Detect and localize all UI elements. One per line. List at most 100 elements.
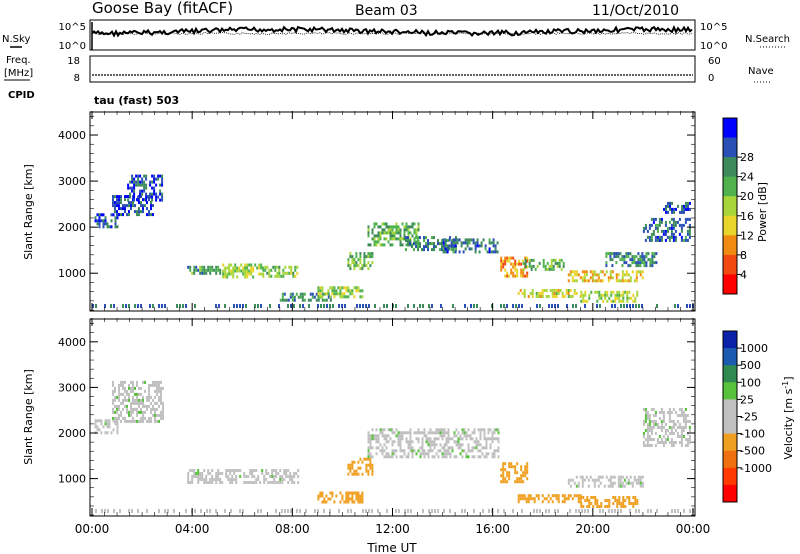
heatmap-cell-8 bbox=[599, 481, 602, 485]
heatmap-cell-ground bbox=[326, 304, 328, 308]
heatmap-cell-10 bbox=[682, 411, 685, 414]
heatmap-cell-18 bbox=[672, 238, 675, 242]
heatmap-cell-9 bbox=[395, 222, 398, 226]
heatmap-cell-13 bbox=[558, 264, 561, 268]
heatmap-cell-0 bbox=[94, 419, 97, 423]
heatmap-cell-12 bbox=[508, 259, 511, 263]
heatmap-cell-5 bbox=[467, 434, 470, 438]
heatmap-cell-8 bbox=[359, 252, 362, 256]
heatmap-cell-18 bbox=[664, 229, 667, 233]
heatmap-cell-11 bbox=[496, 241, 499, 245]
heatmap-cell-5 bbox=[266, 271, 269, 275]
heatmap-cell-5 bbox=[449, 452, 452, 456]
heatmap-cell-1 bbox=[132, 416, 134, 420]
heatmap-cell-5 bbox=[401, 455, 404, 459]
heatmap-cell-5 bbox=[268, 271, 271, 275]
heatmap-cell-11 bbox=[480, 244, 483, 248]
heatmap-cell-10 bbox=[654, 411, 657, 414]
heatmap-cell-ground bbox=[674, 304, 676, 308]
heatmap-cell-ground bbox=[614, 304, 616, 308]
heatmap-cell-ground bbox=[125, 304, 127, 308]
heatmap-cell-15 bbox=[623, 279, 626, 283]
heatmap-cell-2 bbox=[297, 481, 300, 484]
heatmap-cell-5 bbox=[461, 437, 464, 441]
heatmap-cell-ground bbox=[419, 304, 421, 308]
heatmap-cell-18 bbox=[670, 223, 673, 227]
heatmap-cell-1 bbox=[144, 389, 146, 393]
heatmap-cell-1 bbox=[130, 207, 132, 211]
heatmap-cell-9 bbox=[624, 499, 627, 502]
heatmap-cell-10 bbox=[423, 248, 425, 252]
heatmap-cell-10 bbox=[427, 242, 429, 246]
heatmap-cell-2 bbox=[187, 472, 190, 475]
heatmap-cell-17 bbox=[647, 258, 650, 262]
heatmap-cell-18 bbox=[670, 235, 673, 239]
heatmap-cell-18 bbox=[674, 223, 677, 227]
heatmap-cell-1 bbox=[120, 207, 122, 211]
heatmap-cell-2 bbox=[137, 198, 140, 202]
heatmap-cell-2 bbox=[235, 469, 238, 472]
heatmap-cell-5 bbox=[483, 434, 486, 438]
heatmap-cell-1 bbox=[114, 386, 116, 390]
heatmap-cell-17 bbox=[635, 261, 638, 265]
heatmap-cell-16 bbox=[622, 299, 625, 303]
heatmap-cell-5 bbox=[441, 437, 444, 441]
heatmap-cell-8 bbox=[587, 484, 590, 488]
heatmap-cell-5 bbox=[262, 274, 265, 278]
heatmap-cell-12 bbox=[520, 271, 523, 275]
heatmap-cell-17 bbox=[637, 258, 640, 262]
heatmap-cell-2 bbox=[137, 177, 140, 181]
heatmap-cell-7 bbox=[563, 500, 566, 504]
heatmap-cell-14 bbox=[553, 292, 556, 295]
heatmap-cell-16 bbox=[622, 296, 625, 300]
heatmap-cell-10 bbox=[658, 411, 661, 414]
heatmap-cell-2 bbox=[273, 478, 276, 481]
heatmap-cell-11 bbox=[496, 250, 499, 254]
heatmap-cell-15 bbox=[641, 276, 644, 280]
heatmap-cell-ground bbox=[233, 304, 235, 308]
heatmap-cell-10 bbox=[646, 441, 649, 444]
heatmap-cell-8 bbox=[601, 475, 604, 479]
heatmap-cell-2 bbox=[225, 472, 228, 475]
heatmap-cell-1 bbox=[120, 401, 122, 405]
heatmap-cell-10 bbox=[658, 426, 661, 429]
heatmap-cell-13 bbox=[562, 264, 565, 268]
heatmap-cell-14 bbox=[535, 295, 538, 298]
heatmap-cell-10 bbox=[437, 242, 439, 246]
heatmap-cell-6 bbox=[504, 462, 507, 466]
heatmap-cell-5 bbox=[441, 446, 444, 450]
heatmap-cell-1 bbox=[122, 207, 124, 211]
heatmap-cell-10 bbox=[672, 444, 675, 447]
heatmap-cell-5 bbox=[483, 455, 486, 459]
heatmap-cell-8 bbox=[567, 481, 570, 485]
heatmap-cell-1 bbox=[128, 204, 130, 208]
heatmap-cell-9 bbox=[393, 234, 396, 238]
heatmap-cell-15 bbox=[575, 273, 578, 277]
heatmap-cell-9 bbox=[624, 505, 627, 508]
heatmap-cell-10 bbox=[686, 444, 689, 447]
heatmap-cell-6 bbox=[508, 465, 511, 469]
heatmap-cell-15 bbox=[573, 273, 576, 277]
heatmap-cell-18 bbox=[686, 238, 689, 242]
heatmap-cell-8 bbox=[361, 267, 364, 271]
heatmap-cell-6 bbox=[321, 292, 324, 296]
heatmap-cell-5 bbox=[284, 271, 287, 275]
heatmap-cell-5 bbox=[421, 443, 424, 447]
heatmap-cell-13 bbox=[558, 261, 561, 265]
heatmap-cell-ground bbox=[578, 509, 580, 513]
heatmap-cell-10 bbox=[451, 248, 453, 252]
heatmap-cell-16 bbox=[584, 290, 587, 294]
ytick-label-2: 3000 bbox=[58, 175, 86, 188]
heatmap-cell-2 bbox=[133, 180, 136, 184]
heatmap-cell-0 bbox=[106, 225, 109, 229]
heatmap-cell-5 bbox=[497, 437, 500, 441]
heatmap-cell-5 bbox=[437, 449, 440, 453]
heatmap-cell-2 bbox=[293, 475, 296, 478]
heatmap-cell-15 bbox=[601, 270, 604, 274]
heatmap-cell-4 bbox=[246, 275, 249, 279]
heatmap-cell-10 bbox=[686, 438, 689, 441]
heatmap-cell-18 bbox=[670, 229, 673, 233]
heatmap-cell-12 bbox=[500, 268, 503, 272]
heatmap-cell-10 bbox=[688, 420, 691, 423]
heatmap-cell-1 bbox=[158, 398, 160, 402]
